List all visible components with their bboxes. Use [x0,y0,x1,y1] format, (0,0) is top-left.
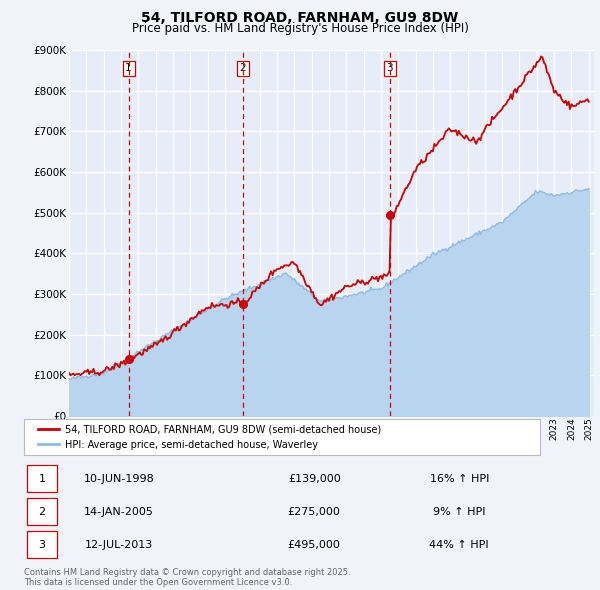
Text: 9% ↑ HPI: 9% ↑ HPI [433,507,485,517]
Text: 2: 2 [38,507,46,517]
Text: 12-JUL-2013: 12-JUL-2013 [85,540,153,550]
FancyBboxPatch shape [27,532,58,558]
Text: Contains HM Land Registry data © Crown copyright and database right 2025.
This d: Contains HM Land Registry data © Crown c… [24,568,350,587]
Text: 3: 3 [386,64,393,73]
Text: 54, TILFORD ROAD, FARNHAM, GU9 8DW: 54, TILFORD ROAD, FARNHAM, GU9 8DW [142,11,458,25]
Text: 3: 3 [38,540,46,550]
Legend: 54, TILFORD ROAD, FARNHAM, GU9 8DW (semi-detached house), HPI: Average price, se: 54, TILFORD ROAD, FARNHAM, GU9 8DW (semi… [34,421,385,454]
Text: 10-JUN-1998: 10-JUN-1998 [83,474,154,484]
Text: 2: 2 [239,64,246,73]
Text: 14-JAN-2005: 14-JAN-2005 [84,507,154,517]
Text: 16% ↑ HPI: 16% ↑ HPI [430,474,489,484]
Text: 44% ↑ HPI: 44% ↑ HPI [430,540,489,550]
Text: 1: 1 [125,64,132,73]
Text: £495,000: £495,000 [288,540,341,550]
FancyBboxPatch shape [27,499,58,525]
FancyBboxPatch shape [27,466,58,492]
Text: 1: 1 [38,474,46,484]
Text: Price paid vs. HM Land Registry's House Price Index (HPI): Price paid vs. HM Land Registry's House … [131,22,469,35]
Text: £139,000: £139,000 [288,474,341,484]
Text: £275,000: £275,000 [288,507,341,517]
